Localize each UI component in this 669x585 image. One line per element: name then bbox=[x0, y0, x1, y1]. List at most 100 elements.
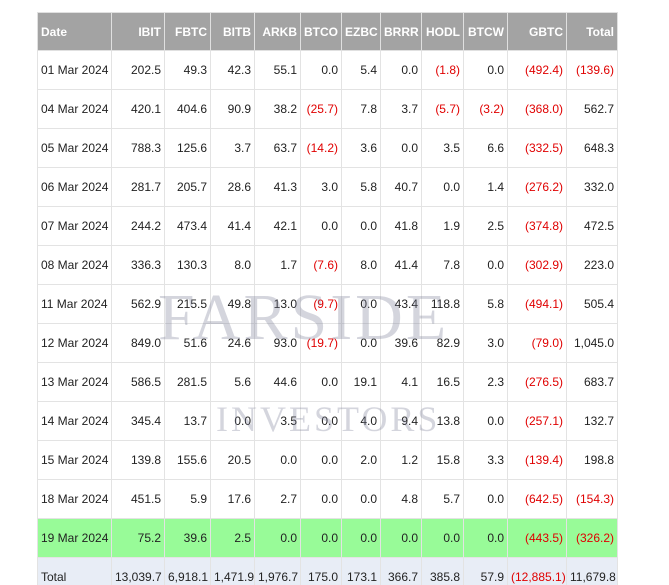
value-cell: 125.6 bbox=[164, 128, 211, 168]
value-cell: 39.6 bbox=[380, 323, 422, 363]
total-cell: 175.0 bbox=[300, 557, 342, 585]
value-cell: (443.5) bbox=[507, 518, 567, 558]
value-cell: (3.2) bbox=[463, 89, 508, 129]
total-cell: 1,471.9 bbox=[210, 557, 255, 585]
value-cell: 49.3 bbox=[164, 50, 211, 90]
value-cell: 3.5 bbox=[421, 128, 464, 168]
data-row: 04 Mar 2024 420.1 404.6 90.9 38.2 (25.7) 7.8 3.… bbox=[37, 89, 618, 129]
value-cell: 345.4 bbox=[111, 401, 165, 441]
total-cell: 366.7 bbox=[380, 557, 422, 585]
date-cell: 11 Mar 2024 bbox=[37, 284, 112, 324]
value-cell: 202.5 bbox=[111, 50, 165, 90]
value-cell: (368.0) bbox=[507, 89, 567, 129]
value-cell: 13.8 bbox=[421, 401, 464, 441]
value-cell: 0.0 bbox=[463, 518, 508, 558]
data-row: 07 Mar 2024 244.2 473.4 41.4 42.1 0.0 0.0 41.8 1… bbox=[37, 206, 618, 246]
date-cell: 14 Mar 2024 bbox=[37, 401, 112, 441]
value-cell: 0.0 bbox=[300, 479, 342, 519]
value-cell: 2.5 bbox=[463, 206, 508, 246]
value-cell: 404.6 bbox=[164, 89, 211, 129]
value-cell: 0.0 bbox=[341, 206, 381, 246]
value-cell: 7.8 bbox=[421, 245, 464, 285]
total-cell: 6,918.1 bbox=[164, 557, 211, 585]
value-cell: 24.6 bbox=[210, 323, 255, 363]
value-cell: 0.0 bbox=[463, 401, 508, 441]
value-cell: 0.0 bbox=[380, 518, 422, 558]
value-cell: 75.2 bbox=[111, 518, 165, 558]
value-cell: 648.3 bbox=[566, 128, 618, 168]
value-cell: 336.3 bbox=[111, 245, 165, 285]
header-row: Date IBIT FBTC BITB ARKB BTCO EZBC BRRR HODL BTCW… bbox=[37, 12, 618, 51]
value-cell: 51.6 bbox=[164, 323, 211, 363]
value-cell: 41.8 bbox=[380, 206, 422, 246]
value-cell: 44.6 bbox=[254, 362, 301, 402]
column-header: HODL bbox=[421, 12, 464, 51]
value-cell: 5.6 bbox=[210, 362, 255, 402]
column-header: BRRR bbox=[380, 12, 422, 51]
value-cell: 5.7 bbox=[421, 479, 464, 519]
value-cell: 0.0 bbox=[463, 245, 508, 285]
total-cell: 13,039.7 bbox=[111, 557, 165, 585]
value-cell: 7.8 bbox=[341, 89, 381, 129]
value-cell: 0.0 bbox=[254, 440, 301, 480]
column-header: Date bbox=[37, 12, 112, 51]
value-cell: 0.0 bbox=[463, 50, 508, 90]
value-cell: (492.4) bbox=[507, 50, 567, 90]
data-row: 19 Mar 2024 75.2 39.6 2.5 0.0 0.0 0.0 0.0 0.0 0.0… bbox=[37, 518, 618, 558]
date-cell: 07 Mar 2024 bbox=[37, 206, 112, 246]
value-cell: 332.0 bbox=[566, 167, 618, 207]
date-cell: 06 Mar 2024 bbox=[37, 167, 112, 207]
value-cell: 16.5 bbox=[421, 362, 464, 402]
value-cell: (326.2) bbox=[566, 518, 618, 558]
value-cell: 4.8 bbox=[380, 479, 422, 519]
value-cell: 41.4 bbox=[380, 245, 422, 285]
column-header: FBTC bbox=[164, 12, 211, 51]
column-header: Total bbox=[566, 12, 618, 51]
value-cell: 0.0 bbox=[380, 128, 422, 168]
value-cell: (139.6) bbox=[566, 50, 618, 90]
value-cell: (332.5) bbox=[507, 128, 567, 168]
value-cell: 3.3 bbox=[463, 440, 508, 480]
value-cell: 1.9 bbox=[421, 206, 464, 246]
value-cell: 3.0 bbox=[300, 167, 342, 207]
value-cell: 0.0 bbox=[341, 323, 381, 363]
value-cell: 0.0 bbox=[300, 362, 342, 402]
value-cell: 90.9 bbox=[210, 89, 255, 129]
value-cell: 198.8 bbox=[566, 440, 618, 480]
data-row: 08 Mar 2024 336.3 130.3 8.0 1.7 (7.6) 8.0 41.4 7… bbox=[37, 245, 618, 285]
value-cell: 473.4 bbox=[164, 206, 211, 246]
total-row: Total 13,039.7 6,918.1 1,471.9 1,976.7 175.0 1… bbox=[37, 557, 618, 585]
value-cell: 849.0 bbox=[111, 323, 165, 363]
value-cell: 451.5 bbox=[111, 479, 165, 519]
value-cell: 40.7 bbox=[380, 167, 422, 207]
value-cell: 130.3 bbox=[164, 245, 211, 285]
value-cell: (374.8) bbox=[507, 206, 567, 246]
value-cell: 5.8 bbox=[341, 167, 381, 207]
value-cell: (276.2) bbox=[507, 167, 567, 207]
date-cell: 19 Mar 2024 bbox=[37, 518, 112, 558]
value-cell: 43.4 bbox=[380, 284, 422, 324]
total-cell: (12,885.1) bbox=[507, 557, 567, 585]
total-cell: 11,679.8 bbox=[566, 557, 618, 585]
value-cell: 1,045.0 bbox=[566, 323, 618, 363]
value-cell: (302.9) bbox=[507, 245, 567, 285]
value-cell: 13.0 bbox=[254, 284, 301, 324]
value-cell: 5.8 bbox=[463, 284, 508, 324]
value-cell: 49.8 bbox=[210, 284, 255, 324]
value-cell: 15.8 bbox=[421, 440, 464, 480]
total-cell: 385.8 bbox=[421, 557, 464, 585]
value-cell: 139.8 bbox=[111, 440, 165, 480]
total-label: Total bbox=[37, 557, 112, 585]
value-cell: 788.3 bbox=[111, 128, 165, 168]
value-cell: 0.0 bbox=[300, 518, 342, 558]
value-cell: 38.2 bbox=[254, 89, 301, 129]
column-header: ARKB bbox=[254, 12, 301, 51]
value-cell: 281.5 bbox=[164, 362, 211, 402]
value-cell: 19.1 bbox=[341, 362, 381, 402]
value-cell: 0.0 bbox=[300, 206, 342, 246]
value-cell: 2.0 bbox=[341, 440, 381, 480]
value-cell: 0.0 bbox=[300, 440, 342, 480]
data-row: 12 Mar 2024 849.0 51.6 24.6 93.0 (19.7) 0.0 39.… bbox=[37, 323, 618, 363]
table-body: 01 Mar 2024 202.5 49.3 42.3 55.1 0.0 5.4 0.0 (1.… bbox=[37, 50, 618, 558]
value-cell: 20.5 bbox=[210, 440, 255, 480]
